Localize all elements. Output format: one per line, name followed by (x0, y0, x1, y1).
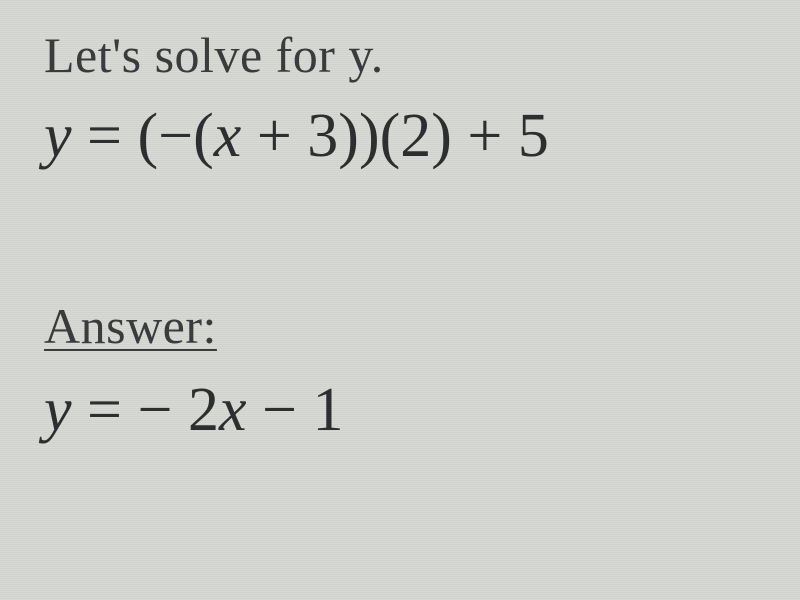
ans-lhs-y: y (44, 376, 72, 444)
eq-paren-open-1: ( (138, 102, 159, 170)
eq-lhs-y: y (44, 102, 72, 170)
ans-x: x (219, 376, 247, 444)
source-equation: y = (−(x + 3))(2) + 5 (44, 105, 756, 167)
ans-negative: − (138, 376, 188, 444)
eq-x: x (214, 102, 242, 170)
math-solution-content: Let's solve for y. y = (−(x + 3))(2) + 5… (44, 28, 756, 441)
ans-equals: = (72, 376, 138, 444)
intro-text: Let's solve for y. (44, 28, 756, 83)
ans-one: 1 (312, 376, 343, 444)
ans-coeff-2: 2 (188, 376, 219, 444)
eq-plus-1: + (241, 102, 307, 170)
eq-plus-2: + (452, 102, 518, 170)
eq-paren-close-2: ) (338, 102, 359, 170)
eq-paren-open-2: ( (193, 102, 214, 170)
eq-two: 2 (400, 102, 431, 170)
ans-minus: − (247, 376, 313, 444)
eq-paren-open-3: ( (380, 102, 401, 170)
eq-paren-close-1: ) (359, 102, 380, 170)
eq-equals: = (72, 102, 138, 170)
eq-paren-close-3: ) (431, 102, 452, 170)
answer-equation: y = − 2x − 1 (44, 379, 756, 441)
eq-five: 5 (518, 102, 549, 170)
eq-three: 3 (307, 102, 338, 170)
eq-negative: − (158, 102, 193, 170)
answer-label: Answer: (44, 297, 756, 355)
